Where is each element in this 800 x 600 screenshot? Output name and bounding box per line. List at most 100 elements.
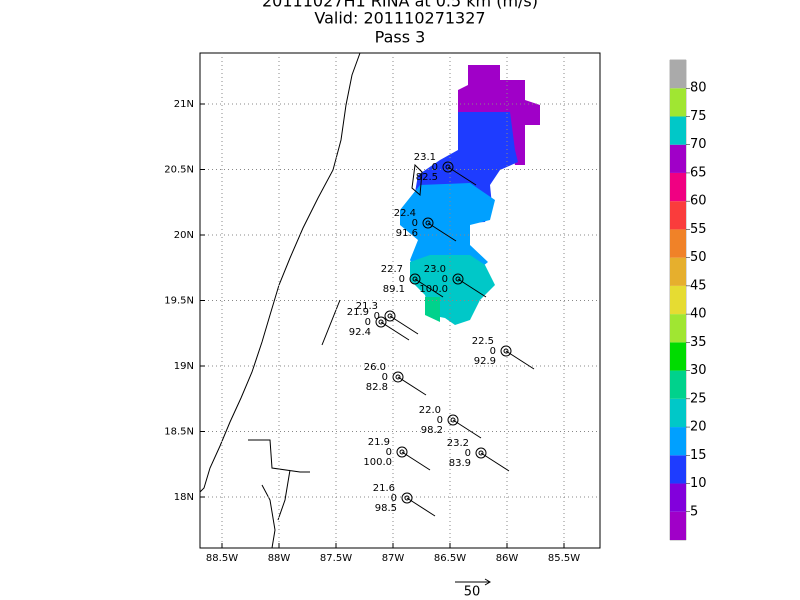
lat-label: 19.5N <box>164 296 194 307</box>
station-label: 21.9 <box>368 437 390 448</box>
colorbar-label: 30 <box>690 363 707 378</box>
colorbar-segment <box>670 370 686 399</box>
lon-label: 88W <box>268 553 291 564</box>
station-ring <box>452 273 464 285</box>
wind-barb <box>452 419 482 439</box>
colorbar-segment <box>670 116 686 145</box>
colorbar-label: 70 <box>690 137 707 152</box>
colorbar-segment <box>670 455 686 484</box>
station-label: 82.5 <box>416 172 438 183</box>
wind-barb <box>480 452 510 472</box>
colorbar-segment <box>670 257 686 286</box>
station-label: 22.0 <box>419 405 441 416</box>
station-label: 22.4 <box>394 208 416 219</box>
colorbar-label: 50 <box>690 250 707 265</box>
colorbar-label: 15 <box>690 448 707 463</box>
station-label: 83.9 <box>449 458 471 469</box>
station-label: 23.1 <box>414 152 436 163</box>
colorbar-label: 80 <box>690 81 707 96</box>
station-dot <box>399 449 405 455</box>
lat-label: 19N <box>174 361 194 372</box>
station-label: 21.9 <box>347 307 369 318</box>
station-ring <box>384 310 396 322</box>
wind-barb <box>380 321 410 341</box>
colorbar-segment <box>670 398 686 428</box>
colorbar-label: 75 <box>690 109 707 124</box>
station-dot <box>445 164 451 170</box>
colorbar-segment <box>670 314 686 343</box>
border <box>248 439 310 549</box>
station-label: 89.1 <box>383 284 405 295</box>
lon-label: 87.5W <box>320 553 352 564</box>
station-label: 0 <box>365 317 371 328</box>
colorbar-label: 65 <box>690 165 707 180</box>
colorbar-segment <box>670 229 686 258</box>
station-label: 0 <box>399 274 405 285</box>
station-label: 0 <box>490 346 496 357</box>
colorbar-segment <box>670 88 686 117</box>
lat-label: 18N <box>174 492 194 503</box>
station-ring <box>375 316 387 328</box>
wind-barb <box>401 451 431 471</box>
station-label: 0 <box>386 447 392 458</box>
lat-label: 18.5N <box>164 427 194 438</box>
station-dot <box>404 495 410 501</box>
colorbar-segment <box>670 144 686 173</box>
station-ring <box>442 161 454 173</box>
wind-barb <box>406 497 436 517</box>
wind-barb <box>505 350 535 370</box>
station-label: 0 <box>374 311 380 322</box>
station-label: 0 <box>465 448 471 459</box>
colorbar-label: 60 <box>690 194 707 209</box>
wind-barb <box>414 278 444 298</box>
colorbar-label: 40 <box>690 307 707 322</box>
colorbar-segment <box>670 483 686 512</box>
station-label: 100.0 <box>419 284 448 295</box>
colorbar-segment <box>670 172 686 202</box>
lon-label: 87W <box>382 553 405 564</box>
lon-label: 85.5W <box>548 553 580 564</box>
wind-barb <box>427 222 457 242</box>
colorbar-label: 45 <box>690 278 707 293</box>
station-label: 0 <box>382 372 388 383</box>
island <box>411 163 423 197</box>
colorbar-segment <box>670 201 686 230</box>
pass: Pass 3 <box>375 28 426 47</box>
station-label: 26.0 <box>364 362 386 373</box>
colorbar-label: 20 <box>690 420 707 435</box>
title: 20111027H1 RINA at 0.5 km (m/s) <box>262 0 538 11</box>
colorbar-segment <box>670 511 686 540</box>
station-dot <box>412 276 418 282</box>
scale-label: 50 <box>464 585 481 600</box>
station-label: 92.9 <box>474 356 496 367</box>
station-label: 21.3 <box>356 301 378 312</box>
station-dot <box>425 220 431 226</box>
station-label: 0 <box>412 218 418 229</box>
station-label: 100.0 <box>363 457 392 468</box>
lat-label: 21N <box>174 99 194 110</box>
wind-barb <box>457 278 487 298</box>
station-label: 0 <box>437 415 443 426</box>
scale-arrow-head <box>484 578 491 586</box>
station-ring <box>422 217 434 229</box>
colorbar-segment <box>670 342 686 371</box>
station-label: 92.4 <box>349 327 371 338</box>
station-label: 23.2 <box>447 438 469 449</box>
station-label: 0 <box>432 162 438 173</box>
colorbar-label: 25 <box>690 391 707 406</box>
station-label: 21.6 <box>373 483 395 494</box>
station-ring <box>475 447 487 459</box>
coastline <box>321 299 341 346</box>
wind-barb <box>397 376 427 396</box>
station-label: 23.0 <box>424 264 446 275</box>
station-dot <box>378 319 384 325</box>
station-dot <box>387 313 393 319</box>
station-dot <box>503 348 509 354</box>
colorbar-label: 10 <box>690 476 707 491</box>
station-label: 98.2 <box>421 425 443 436</box>
lon-label: 88.5W <box>206 553 238 564</box>
station-dot <box>478 450 484 456</box>
station-label: 98.5 <box>375 503 397 514</box>
station-ring <box>500 345 512 357</box>
